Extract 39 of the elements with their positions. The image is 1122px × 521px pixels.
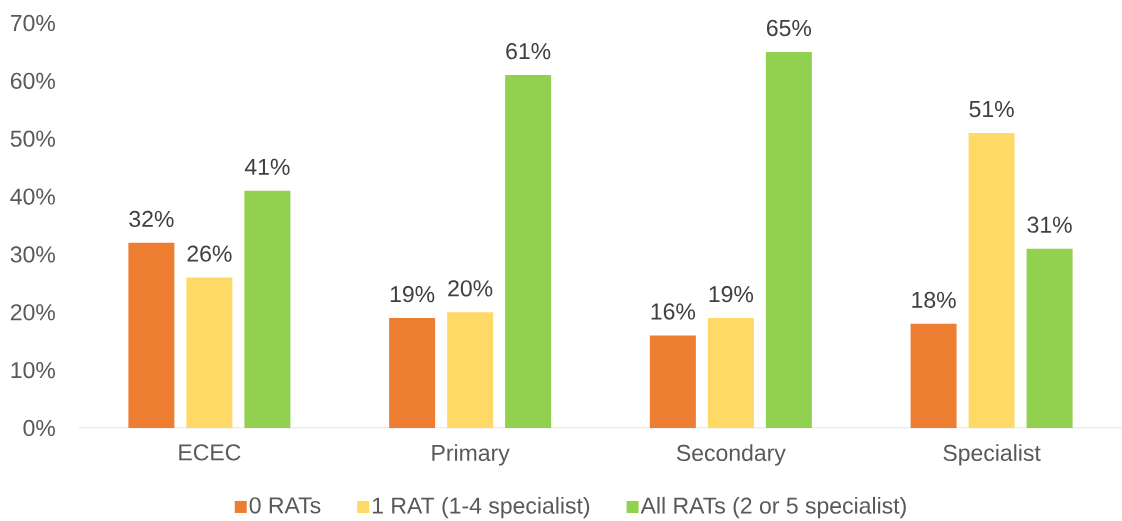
y-tick-label: 20%: [10, 304, 55, 321]
data-label: 16%: [651, 303, 696, 320]
data-label: 19%: [709, 286, 754, 303]
y-tick-label: 60%: [10, 72, 55, 89]
bar: [649, 335, 696, 428]
legend-label: 1 RAT (1-4 specialist): [372, 496, 590, 519]
data-label: 19%: [390, 286, 435, 303]
y-tick-label: 40%: [10, 188, 55, 205]
x-tick-label: Primary: [432, 444, 510, 466]
data-label: 65%: [767, 19, 812, 37]
bar: [244, 190, 291, 428]
bar: [128, 242, 175, 428]
x-tick-label: ECEC: [179, 444, 241, 461]
y-tick-label: 70%: [10, 14, 55, 32]
bar: [1026, 248, 1073, 428]
data-label: 20%: [448, 280, 493, 297]
data-label: 51%: [969, 100, 1014, 118]
x-tick-label: Secondary: [676, 444, 786, 466]
data-label: 18%: [912, 291, 956, 309]
data-label: 32%: [129, 210, 174, 228]
data-label: 61%: [506, 43, 551, 60]
x-tick-label: Specialist: [943, 444, 1041, 466]
y-tick-label: 0%: [23, 419, 55, 437]
bar: [707, 318, 754, 428]
data-label: 31%: [1027, 216, 1072, 233]
bar: [389, 318, 436, 428]
bar: [968, 132, 1015, 428]
bar: [186, 277, 233, 428]
bar: [765, 51, 812, 428]
legend-label: 0 RATs: [249, 497, 321, 514]
bar: [447, 312, 494, 428]
y-tick-label: 50%: [10, 130, 55, 147]
y-tick-label: 30%: [10, 246, 55, 263]
data-label: 41%: [244, 158, 290, 175]
bar: [505, 75, 552, 428]
legend-label: All RATs (2 or 5 specialist): [640, 496, 906, 519]
y-tick-label: 10%: [11, 361, 55, 379]
data-label: 26%: [187, 245, 232, 262]
bar: [910, 323, 957, 428]
